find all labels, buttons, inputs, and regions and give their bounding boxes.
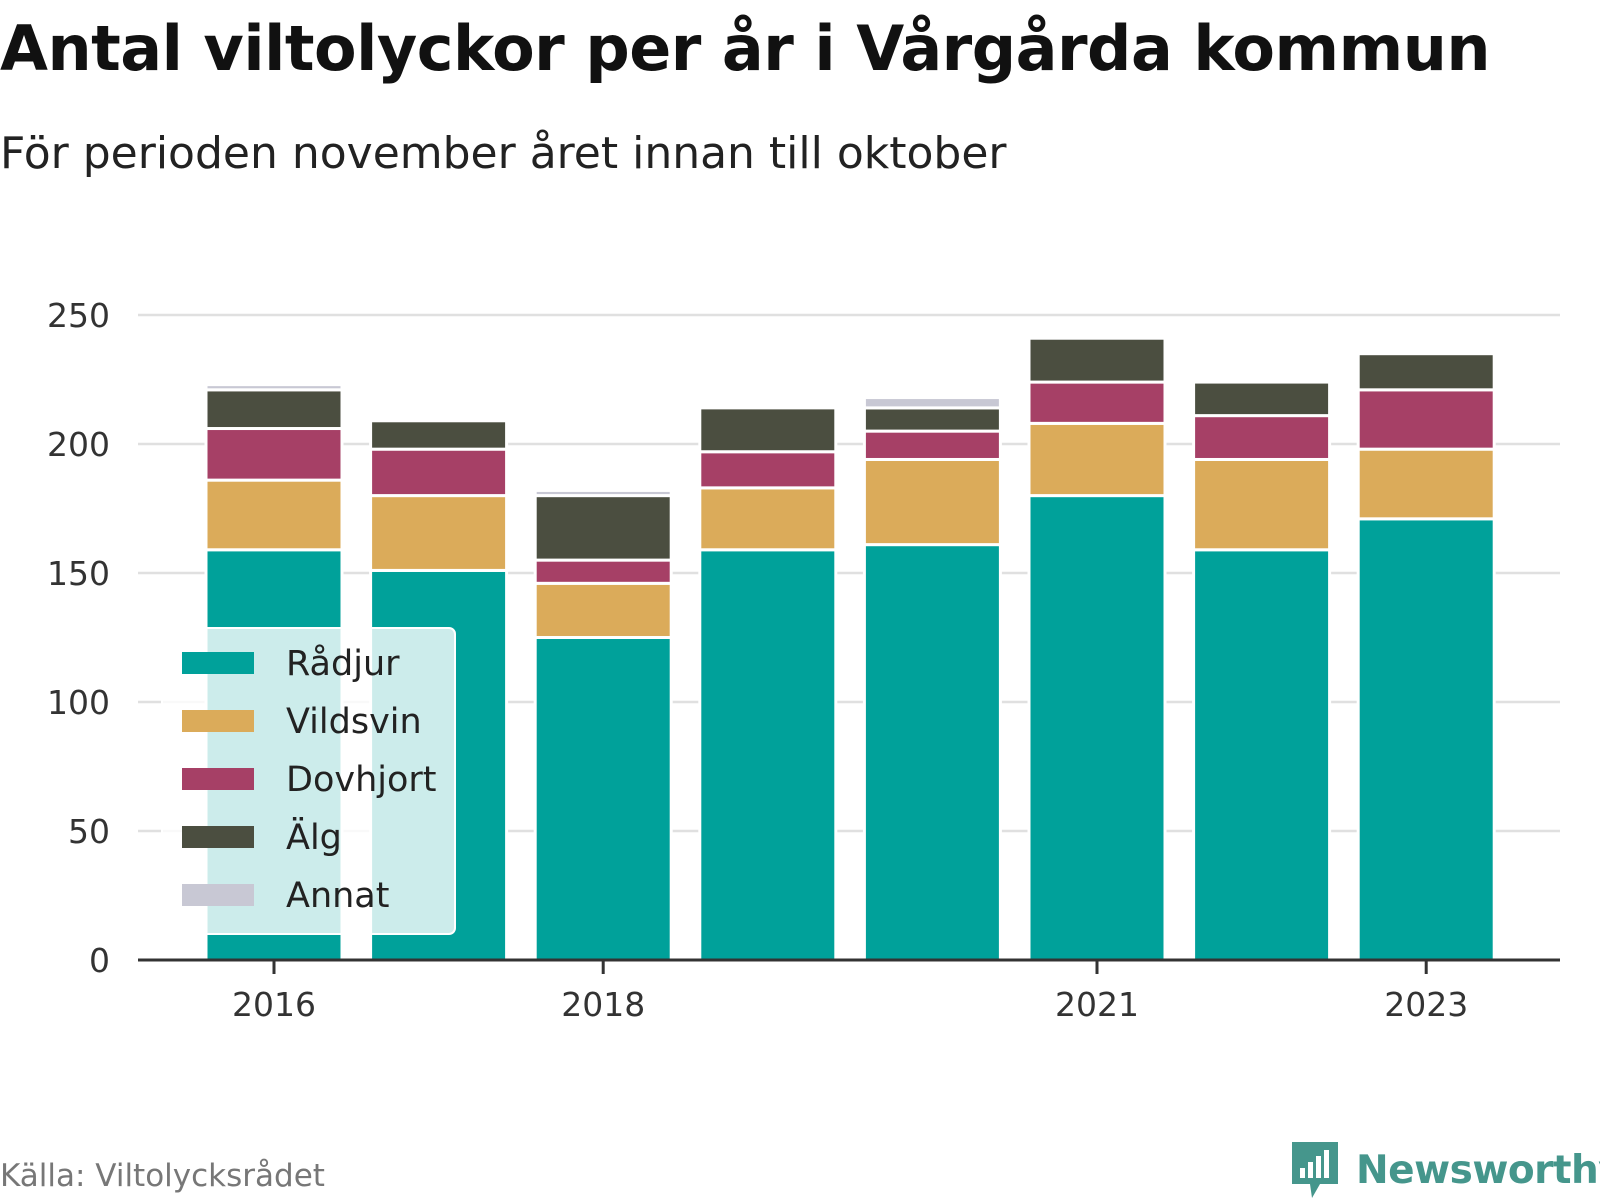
legend-swatch-Älg <box>182 826 254 848</box>
bar-Vildsvin-2022 <box>1192 457 1332 552</box>
y-tick-label-200: 200 <box>47 425 110 464</box>
bar-Annat-2018 <box>533 488 673 498</box>
bar-Dovhjort-2020 <box>862 429 1002 461</box>
bar-Annat-2020 <box>862 396 1002 410</box>
legend-swatch-Dovhjort <box>182 768 254 790</box>
x-tick-label-2018: 2018 <box>561 985 645 1024</box>
chart-subtitle: För perioden november året innan till ok… <box>0 128 1007 179</box>
bar-Rådjur-2019 <box>698 548 838 962</box>
bar-Älg-2022 <box>1192 380 1332 418</box>
bar-Älg-2018 <box>533 494 673 562</box>
bar-Dovhjort-2017 <box>369 447 509 498</box>
bar-Rådjur-2021 <box>1027 494 1167 962</box>
bar-Vildsvin-2023 <box>1356 447 1496 521</box>
bar-Rådjur-2023 <box>1356 517 1496 962</box>
legend-box <box>161 627 456 935</box>
bar-Vildsvin-2016 <box>204 478 344 552</box>
newsworthy-logo-icon <box>1292 1142 1338 1198</box>
bar-Älg-2016 <box>204 388 344 431</box>
stacked-bar-chart: 0 50 100 150 200 250 2016 2018 2021 2023 Rådjur V… <box>47 296 1560 1024</box>
bar-Dovhjort-2023 <box>1356 388 1496 451</box>
y-tick-label-50: 50 <box>68 812 110 851</box>
legend-swatch-Rådjur <box>182 652 254 674</box>
bar-Rådjur-2020 <box>862 543 1002 962</box>
legend: Rådjur Vildsvin Dovhjort Älg Annat <box>161 627 456 935</box>
legend-label-Vildsvin: Vildsvin <box>286 702 422 742</box>
chart-title: Antal viltolyckor per år i Vårgårda komm… <box>0 12 1491 85</box>
bar-Älg-2017 <box>369 419 509 451</box>
brand-logo: Newsworthy <box>1290 1140 1600 1200</box>
bar-Älg-2021 <box>1027 336 1167 384</box>
legend-label-Annat: Annat <box>286 876 389 916</box>
legend-swatch-Vildsvin <box>182 710 254 732</box>
legend-swatch-Annat <box>182 884 254 906</box>
bar-Vildsvin-2018 <box>533 581 673 640</box>
source-note: Källa: Viltolycksrådet <box>0 1158 325 1194</box>
bar-Älg-2023 <box>1356 352 1496 392</box>
legend-label-Älg: Älg <box>286 816 342 858</box>
bar-Vildsvin-2021 <box>1027 421 1167 498</box>
y-tick-label-150: 150 <box>47 554 110 593</box>
bar-Rådjur-2018 <box>533 636 673 962</box>
y-tick-label-0: 0 <box>89 941 110 980</box>
brand-name: Newsworthy <box>1356 1147 1600 1193</box>
x-axis: 2016 2018 2021 2023 <box>138 958 1560 1024</box>
bar-Vildsvin-2020 <box>862 457 1002 547</box>
bar-Älg-2019 <box>698 406 838 454</box>
x-tick-label-2016: 2016 <box>232 985 316 1024</box>
legend-label-Dovhjort: Dovhjort <box>286 760 437 800</box>
x-tick-label-2023: 2023 <box>1384 985 1468 1024</box>
bar-Vildsvin-2019 <box>698 486 838 552</box>
y-tick-label-100: 100 <box>47 683 110 722</box>
bar-Rådjur-2022 <box>1192 548 1332 962</box>
bar-Dovhjort-2021 <box>1027 380 1167 425</box>
x-tick-label-2021: 2021 <box>1055 985 1139 1024</box>
y-axis-tick-labels: 0 50 100 150 200 250 <box>47 296 110 980</box>
bar-Dovhjort-2022 <box>1192 414 1332 461</box>
y-tick-label-250: 250 <box>47 296 110 335</box>
legend-label-Rådjur: Rådjur <box>286 643 400 684</box>
bar-Dovhjort-2018 <box>533 558 673 585</box>
bar-Vildsvin-2017 <box>369 494 509 572</box>
bar-Annat-2016 <box>204 383 344 392</box>
bar-Dovhjort-2016 <box>204 427 344 482</box>
bar-Dovhjort-2019 <box>698 450 838 490</box>
bar-Älg-2020 <box>862 406 1002 433</box>
